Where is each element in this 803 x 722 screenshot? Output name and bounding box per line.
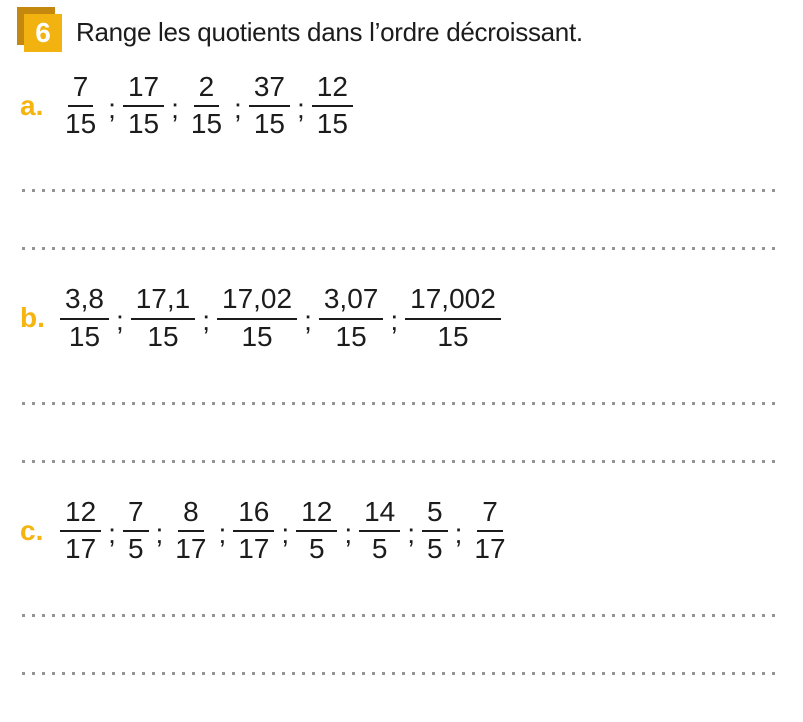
fraction: 17 15 bbox=[122, 71, 165, 140]
fraction: 7 15 bbox=[60, 71, 101, 140]
fraction-denominator: 15 bbox=[316, 108, 348, 140]
answer-dotted-line bbox=[22, 672, 780, 676]
answer-dotted-line bbox=[22, 614, 780, 618]
fraction-numerator: 14 bbox=[359, 496, 401, 533]
fraction-numerator: 37 bbox=[248, 71, 290, 108]
exercise-part-a: a. 7 15; 17 15; 2 15; 37 15; 12 15 bbox=[0, 71, 803, 251]
fraction-denominator: 15 bbox=[68, 320, 101, 352]
exercise-part-b: b. 3,8 15; 17,1 15; 17,02 15; 3,07 15; 17,002 15 bbox=[0, 284, 803, 463]
fraction-numerator: 17,02 bbox=[217, 284, 298, 320]
fraction: 12 15 bbox=[311, 71, 353, 140]
answer-dotted-line bbox=[22, 459, 780, 463]
fraction-list: 7 15; 17 15; 2 15; 37 15; 12 15 bbox=[60, 71, 353, 140]
fraction-numerator: 7 bbox=[122, 496, 149, 533]
exercise-header: 6 Range les quotients dans l’ordre décro… bbox=[0, 0, 803, 52]
fraction-denominator: 15 bbox=[437, 320, 469, 352]
fraction-separator: ; bbox=[281, 517, 290, 549]
fraction: 17,02 15 bbox=[217, 284, 298, 352]
fraction-separator: ; bbox=[218, 517, 227, 549]
fraction-denominator: 15 bbox=[241, 320, 273, 352]
fraction: 7 17 bbox=[469, 496, 510, 565]
fraction-denominator: 15 bbox=[147, 320, 179, 352]
fraction: 3,8 15 bbox=[60, 284, 109, 351]
fraction-numerator: 12 bbox=[296, 496, 338, 533]
fraction-denominator: 15 bbox=[253, 108, 285, 140]
fraction-separator: ; bbox=[390, 305, 399, 337]
fraction: 8 17 bbox=[170, 496, 211, 565]
fraction-numerator: 16 bbox=[233, 496, 275, 533]
fraction-denominator: 15 bbox=[335, 320, 367, 352]
fraction-numerator: 5 bbox=[422, 496, 448, 533]
fraction-separator: ; bbox=[108, 92, 116, 124]
fraction-numerator: 17 bbox=[122, 71, 165, 108]
fraction-numerator: 3,8 bbox=[60, 284, 109, 320]
fraction-separator: ; bbox=[344, 517, 353, 549]
fraction-denominator: 5 bbox=[308, 533, 325, 565]
fraction-numerator: 17,1 bbox=[130, 284, 196, 320]
part-statement: c. 12 17; 7 5; 8 17; 16 17; 12 5; 14 5; 5 5; 7 17 bbox=[20, 496, 803, 565]
fraction-denominator: 17 bbox=[238, 533, 270, 565]
fraction: 16 17 bbox=[233, 496, 275, 565]
fraction-numerator: 7 bbox=[67, 71, 94, 108]
fraction-list: 12 17; 7 5; 8 17; 16 17; 12 5; 14 5; 5 5; 7 17 bbox=[60, 496, 511, 565]
answer-dotted-line bbox=[22, 247, 780, 251]
fraction-denominator: 17 bbox=[65, 533, 97, 565]
fraction-separator: ; bbox=[407, 517, 416, 549]
fraction: 17,002 15 bbox=[405, 284, 501, 351]
fraction-separator: ; bbox=[454, 517, 463, 549]
fraction: 12 5 bbox=[296, 496, 338, 565]
exercise-parts: a. 7 15; 17 15; 2 15; 37 15; 12 15 b. 3,8 15; 17,1 15; 1… bbox=[0, 71, 803, 676]
exercise-title: Range les quotients dans l’ordre décrois… bbox=[76, 16, 583, 47]
part-statement: b. 3,8 15; 17,1 15; 17,02 15; 3,07 15; 17,002 15 bbox=[20, 284, 803, 351]
fraction-numerator: 12 bbox=[311, 71, 353, 108]
fraction: 12 17 bbox=[60, 496, 102, 565]
fraction: 17,1 15 bbox=[130, 284, 196, 352]
fraction: 3,07 15 bbox=[318, 284, 384, 352]
fraction-numerator: 3,07 bbox=[318, 284, 384, 320]
fraction-separator: ; bbox=[296, 92, 305, 124]
part-statement: a. 7 15; 17 15; 2 15; 37 15; 12 15 bbox=[20, 71, 803, 140]
answer-dotted-line bbox=[22, 401, 780, 405]
fraction-denominator: 5 bbox=[371, 533, 388, 565]
part-label: a. bbox=[20, 89, 44, 121]
fraction: 37 15 bbox=[248, 71, 290, 140]
fraction-denominator: 5 bbox=[127, 533, 144, 565]
fraction-denominator: 17 bbox=[175, 533, 207, 565]
exercise-number: 6 bbox=[24, 14, 62, 52]
fraction: 2 15 bbox=[186, 71, 227, 140]
part-label: b. bbox=[20, 302, 45, 334]
exercise-number-badge: 6 bbox=[17, 7, 62, 52]
fraction-numerator: 12 bbox=[60, 496, 102, 533]
part-label: c. bbox=[20, 514, 44, 546]
fraction-numerator: 2 bbox=[193, 71, 220, 108]
fraction-numerator: 8 bbox=[178, 496, 204, 533]
fraction-separator: ; bbox=[234, 92, 242, 124]
fraction: 14 5 bbox=[359, 496, 401, 565]
fraction-separator: ; bbox=[108, 517, 116, 549]
fraction-separator: ; bbox=[171, 92, 179, 124]
exercise-part-c: c. 12 17; 7 5; 8 17; 16 17; 12 5; 14 5; 5 5; 7 17 bbox=[0, 496, 803, 676]
fraction-numerator: 17,002 bbox=[405, 284, 501, 320]
fraction-separator: ; bbox=[115, 305, 124, 337]
fraction-denominator: 15 bbox=[190, 108, 223, 140]
fraction-separator: ; bbox=[304, 305, 312, 337]
fraction-denominator: 15 bbox=[127, 108, 160, 140]
fraction-denominator: 5 bbox=[427, 533, 443, 565]
answer-dotted-line bbox=[22, 189, 780, 193]
fraction-separator: ; bbox=[202, 305, 210, 337]
fraction-list: 3,8 15; 17,1 15; 17,02 15; 3,07 15; 17,002 15 bbox=[60, 284, 501, 351]
fraction-numerator: 7 bbox=[477, 496, 503, 533]
fraction-denominator: 17 bbox=[474, 533, 506, 565]
fraction-separator: ; bbox=[155, 517, 164, 549]
fraction-denominator: 15 bbox=[65, 108, 97, 140]
